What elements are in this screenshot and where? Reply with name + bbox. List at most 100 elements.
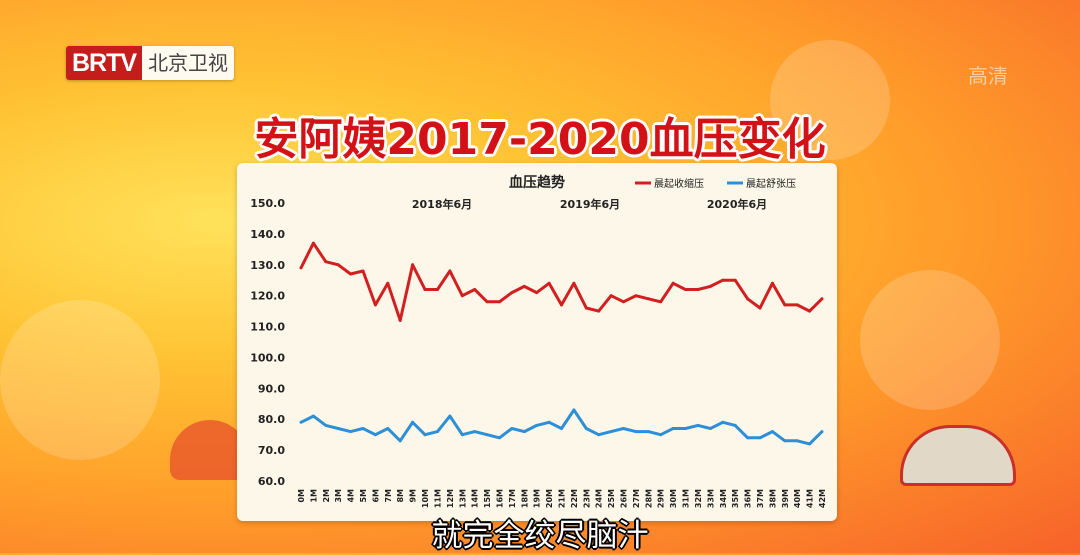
x-tick-label: 37M <box>756 489 765 508</box>
x-tick-label: 8M <box>396 489 405 503</box>
data-point-systolic <box>659 300 663 304</box>
x-tick-label: 1M <box>309 489 318 503</box>
data-point-diastolic <box>386 427 390 430</box>
x-tick-label: 2M <box>322 489 331 503</box>
quality-badge: 高清 <box>968 64 1008 88</box>
x-tick-label: 13M <box>458 489 467 508</box>
x-tick-label: 29M <box>657 489 666 508</box>
x-tick-label: 38M <box>768 489 777 508</box>
y-tick-label: 150.0 <box>250 197 285 210</box>
data-point-systolic <box>733 278 737 282</box>
x-tick-label: 15M <box>483 489 492 508</box>
y-tick-label: 140.0 <box>250 228 285 241</box>
legend-label-systolic: 晨起收缩压 <box>654 177 704 190</box>
data-point-systolic <box>770 281 774 285</box>
data-point-systolic <box>522 284 526 288</box>
data-point-systolic <box>535 291 539 295</box>
data-point-diastolic <box>398 439 402 443</box>
y-tick-label: 120.0 <box>250 290 285 303</box>
data-point-diastolic <box>646 430 650 434</box>
data-point-diastolic <box>547 420 551 424</box>
x-tick-label: 6M <box>371 489 380 503</box>
data-point-diastolic <box>522 430 526 434</box>
x-axis: 0M 1M 2M 3M 4M 5M 6M 7M 8M 9M 10M 11M 12M 13M 14M 15M 16… <box>297 489 827 508</box>
data-point-systolic <box>696 288 700 291</box>
channel-logo: BRTV 北京卫视 <box>66 46 235 80</box>
chart-panel: 血压趋势 晨起收缩压 晨起舒张压 2018年6月 2019年6月 2020年6月… <box>237 163 837 521</box>
x-tick-label: 3M <box>334 489 343 503</box>
x-tick-label: 10M <box>421 489 430 508</box>
data-point-systolic <box>708 284 712 288</box>
x-tick-label: 32M <box>694 489 703 508</box>
y-axis: 150.0 140.0 130.0 120.0 110.0 100.0 90.0 80.0 70… <box>250 197 285 488</box>
series-line-systolic <box>299 241 824 322</box>
x-tick-label: 24M <box>595 489 604 508</box>
x-tick-label: 7M <box>384 489 393 503</box>
x-tick-label: 25M <box>607 489 616 508</box>
annotation-2019: 2019年6月 <box>560 197 620 211</box>
data-point-systolic <box>386 281 390 285</box>
data-point-diastolic <box>671 427 675 430</box>
data-point-diastolic <box>572 408 576 412</box>
data-point-systolic <box>498 300 501 304</box>
data-point-diastolic <box>634 430 638 434</box>
data-point-diastolic <box>609 430 613 434</box>
data-point-systolic <box>436 288 439 291</box>
data-point-systolic <box>746 297 750 301</box>
x-tick-label: 14M <box>471 489 480 508</box>
data-point-systolic <box>622 300 625 304</box>
data-point-diastolic <box>659 433 663 437</box>
x-tick-label: 22M <box>570 489 579 508</box>
data-point-diastolic <box>733 423 737 427</box>
data-point-diastolic <box>560 427 563 430</box>
x-tick-label: 35M <box>731 489 740 508</box>
y-tick-label: 110.0 <box>250 321 285 334</box>
data-point-diastolic <box>820 430 824 434</box>
data-point-systolic <box>808 309 812 313</box>
data-point-systolic <box>311 241 315 245</box>
data-point-diastolic <box>373 433 377 437</box>
data-point-systolic <box>349 272 353 276</box>
data-point-systolic <box>324 260 328 264</box>
data-point-diastolic <box>783 439 787 443</box>
y-tick-label: 60.0 <box>258 475 285 488</box>
data-point-diastolic <box>324 423 328 427</box>
data-point-systolic <box>634 294 638 298</box>
data-point-diastolic <box>336 427 340 430</box>
data-point-systolic <box>646 297 650 301</box>
data-point-diastolic <box>696 423 700 427</box>
data-point-diastolic <box>770 430 774 434</box>
data-point-systolic <box>473 288 477 291</box>
chart-legend: 晨起收缩压 晨起舒张压 <box>635 177 796 190</box>
data-point-systolic <box>423 288 427 291</box>
logo-brtv: BRTV <box>66 46 143 80</box>
x-tick-label: 34M <box>719 489 728 508</box>
data-point-diastolic <box>361 427 365 430</box>
y-tick-label: 90.0 <box>258 382 285 395</box>
x-tick-label: 23M <box>582 489 591 508</box>
data-point-systolic <box>758 306 762 310</box>
logo-channel-name: 北京卫视 <box>142 46 235 80</box>
data-point-systolic <box>547 281 551 285</box>
subtitle-caption: 就完全绞尽脑汁 <box>431 518 649 554</box>
data-point-diastolic <box>721 420 725 424</box>
data-point-diastolic <box>535 423 539 427</box>
data-point-diastolic <box>485 433 489 437</box>
data-point-systolic <box>795 303 799 307</box>
data-point-systolic <box>448 269 452 273</box>
data-point-systolic <box>336 263 340 267</box>
x-tick-label: 19M <box>533 489 542 508</box>
x-tick-label: 4M <box>347 489 356 503</box>
data-point-systolic <box>721 278 725 282</box>
data-point-diastolic <box>448 414 452 418</box>
data-point-diastolic <box>597 433 601 437</box>
data-point-diastolic <box>423 433 427 437</box>
plot-area <box>299 241 824 446</box>
data-point-diastolic <box>460 433 464 437</box>
data-point-diastolic <box>584 427 588 430</box>
data-point-systolic <box>597 309 601 313</box>
x-tick-label: 31M <box>682 489 691 508</box>
background-bokeh <box>770 40 890 160</box>
background-bokeh <box>0 300 160 460</box>
annotation-2020: 2020年6月 <box>707 197 767 211</box>
